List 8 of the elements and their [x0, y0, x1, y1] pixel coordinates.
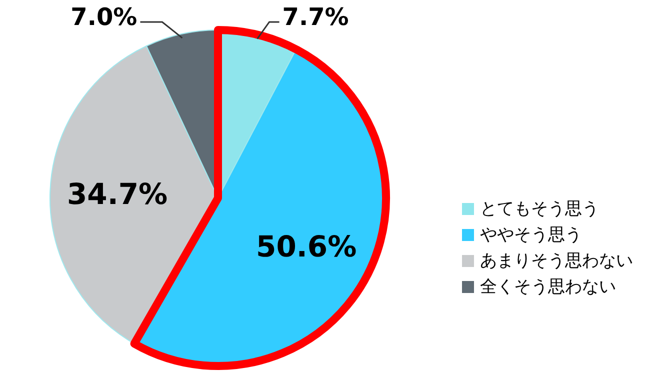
legend-label: 全くそう思わない: [480, 277, 616, 297]
data-label: 50.6%: [256, 230, 357, 264]
legend-label: とてもそう思う: [480, 199, 599, 219]
legend-label: あまりそう思わない: [480, 251, 633, 271]
data-label: 7.0%: [70, 3, 138, 31]
data-label: 34.7%: [66, 176, 168, 211]
legend-label: ややそう思う: [480, 225, 582, 245]
data-label: 7.7%: [282, 3, 349, 31]
